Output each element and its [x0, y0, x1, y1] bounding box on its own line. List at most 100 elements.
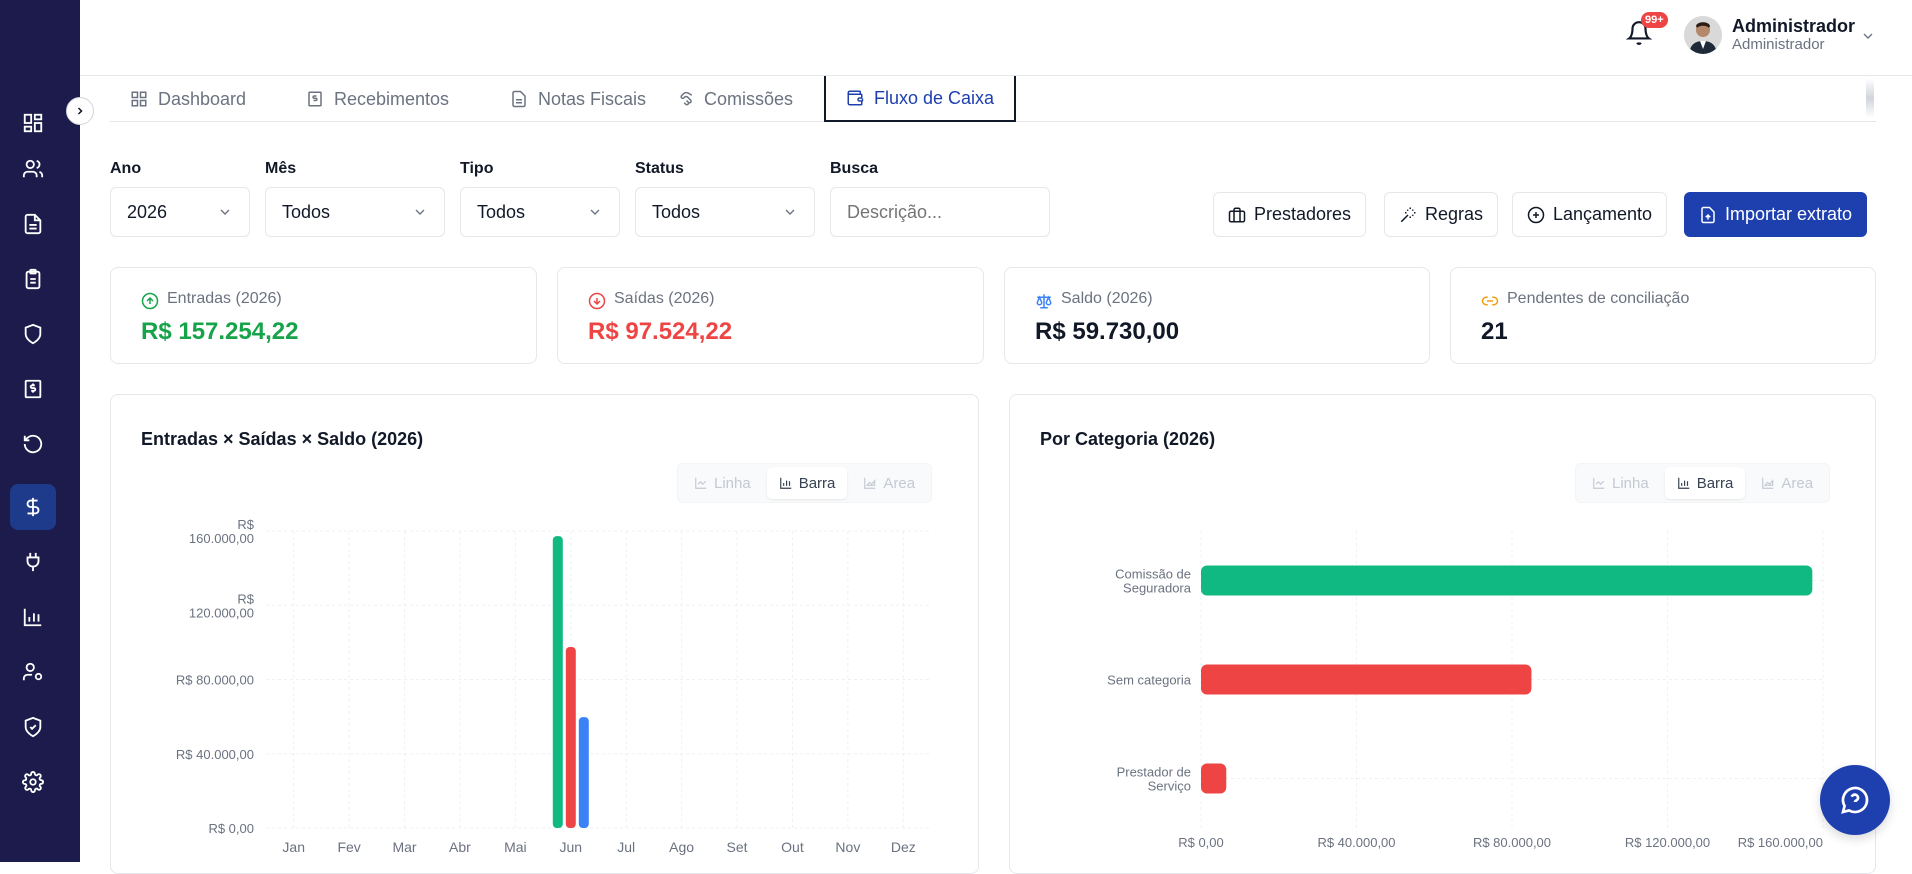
tab-label: Recebimentos — [334, 88, 450, 109]
avatar[interactable] — [1684, 16, 1722, 54]
y-tick-label: R$ 80.000,00 — [176, 673, 254, 688]
status-label: Status — [635, 160, 684, 177]
notification-bell-icon[interactable] — [1625, 20, 1653, 51]
x-tick-label: Ago — [669, 839, 694, 855]
tab-scroll-indicator[interactable] — [1866, 78, 1874, 118]
barra-label: Barra — [1696, 474, 1734, 492]
document-nav-icon[interactable] — [10, 201, 56, 247]
line-chart-icon — [1593, 477, 1605, 489]
status-value: Todos — [652, 201, 701, 222]
arrow-down-circle-icon — [588, 292, 606, 315]
plus-circle-icon — [1527, 206, 1545, 223]
entradas-label: Entradas (2026) — [167, 290, 282, 307]
tipo-label: Tipo — [460, 160, 494, 177]
chevron-down-icon — [415, 209, 425, 215]
x-tick-label: R$ 80.000,00 — [1473, 835, 1551, 850]
scale-icon — [1035, 292, 1053, 315]
plug-nav-icon[interactable] — [10, 539, 56, 585]
receipt-nav-icon[interactable] — [10, 366, 56, 412]
x-tick-label: Out — [781, 839, 804, 855]
user-name[interactable]: Administrador — [1732, 16, 1856, 36]
history-nav-icon[interactable] — [10, 421, 56, 467]
y-tick-label: R$ 0,00 — [208, 821, 254, 836]
tab-label: Notas Fiscais — [538, 88, 647, 109]
saldo-value: R$ 59.730,00 — [1035, 318, 1180, 345]
x-tick-label: Fev — [337, 839, 360, 855]
tipo-select[interactable]: Todos — [460, 187, 620, 237]
area-chart-icon — [864, 477, 876, 489]
bar — [578, 717, 589, 828]
bar — [565, 646, 576, 828]
prestadores-button[interactable]: Prestadores — [1213, 192, 1367, 237]
entradas-card: Entradas (2026) R$ 157.254,22 — [110, 267, 537, 364]
user-settings-nav-icon[interactable] — [10, 649, 56, 695]
cash-flow-nav-icon[interactable] — [10, 484, 56, 530]
pendentes-label: Pendentes de conciliação — [1507, 290, 1690, 307]
pendentes-card: Pendentes de conciliação 21 — [1450, 267, 1876, 364]
chevron-down-icon — [590, 209, 600, 215]
ano-label: Ano — [110, 160, 142, 177]
sidebar-collapse-button[interactable] — [66, 97, 94, 125]
tab-label: Comissões — [704, 88, 794, 109]
link-icon — [1481, 292, 1499, 315]
tab-notas-fiscais[interactable]: Notas Fiscais — [490, 76, 666, 122]
chat-help-icon — [1841, 786, 1869, 814]
linha-toggle[interactable]: Linha — [1580, 467, 1661, 499]
status-select[interactable]: Todos — [635, 187, 815, 237]
x-tick-label: Jan — [282, 839, 305, 855]
regras-button[interactable]: Regras — [1384, 192, 1499, 237]
chart-title: Entradas × Saídas × Saldo (2026) — [141, 429, 424, 449]
entradas-saidas-chart-panel: Entradas × Saídas × Saldo (2026) Linha B… — [110, 394, 979, 874]
bar — [1201, 664, 1532, 695]
tab-dashboard[interactable]: Dashboard — [110, 76, 266, 122]
dashboard-nav-icon[interactable] — [10, 100, 56, 146]
tab-recebimentos[interactable]: Recebimentos — [286, 76, 469, 122]
bar-chart-icon — [1677, 477, 1689, 489]
y-tick-label: Comissão de Seguradora — [1115, 567, 1192, 596]
tab-bar: Dashboard Recebimentos Notas Fiscais Com… — [110, 76, 1876, 122]
linha-label: Linha — [1612, 474, 1649, 492]
user-role: Administrador — [1732, 36, 1825, 53]
tab-label: Dashboard — [158, 88, 247, 109]
mes-value: Todos — [282, 201, 331, 222]
handshake-icon — [680, 91, 693, 106]
importar-extrato-button[interactable]: Importar extrato — [1684, 192, 1868, 237]
topbar — [80, 0, 1912, 76]
area-toggle[interactable]: Area — [851, 467, 927, 499]
shield-nav-icon[interactable] — [10, 311, 56, 357]
chart-nav-icon[interactable] — [10, 594, 56, 640]
linha-toggle[interactable]: Linha — [682, 467, 763, 499]
lancamento-button[interactable]: Lançamento — [1512, 192, 1668, 237]
y-tick-label: R$ 160.000,00 — [189, 517, 255, 546]
ano-select[interactable]: 2026 — [110, 187, 250, 237]
x-tick-label: Abr — [449, 839, 471, 855]
category-bar-chart: R$ 0,00 R$ 40.000,00 R$ 80.000,00 R$ 120.00… — [1107, 531, 1824, 850]
x-tick-label: Jul — [617, 839, 635, 855]
x-tick-label: Mai — [504, 839, 527, 855]
tipo-value: Todos — [477, 201, 526, 222]
clipboard-nav-icon[interactable] — [10, 256, 56, 302]
area-toggle[interactable]: Area — [1749, 467, 1825, 499]
chart-title: Por Categoria (2026) — [1040, 429, 1216, 449]
saidas-label: Saídas (2026) — [614, 290, 715, 307]
bar-chart-icon — [779, 477, 791, 489]
search-input[interactable] — [830, 187, 1050, 237]
chevron-down-icon[interactable] — [1860, 28, 1876, 49]
area-chart-icon — [1762, 477, 1774, 489]
saldo-label: Saldo (2026) — [1061, 290, 1153, 307]
tab-comissoes[interactable]: Comissões — [656, 76, 813, 122]
users-nav-icon[interactable] — [10, 146, 56, 192]
gear-nav-icon[interactable] — [10, 759, 56, 805]
shield-check-nav-icon[interactable] — [10, 704, 56, 750]
barra-toggle[interactable]: Barra — [1664, 467, 1746, 499]
x-tick-label: R$ 0,00 — [1178, 835, 1224, 850]
x-tick-label: R$ 120.000,00 — [1625, 835, 1710, 850]
mes-select[interactable]: Todos — [265, 187, 445, 237]
help-chat-button[interactable] — [1820, 765, 1890, 835]
barra-toggle[interactable]: Barra — [766, 467, 848, 499]
wallet-icon — [847, 90, 864, 106]
monthly-bar-chart: R$ 0,00 R$ 40.000,00 R$ 80.000,00 R$ 120.000… — [176, 517, 931, 855]
tab-fluxo-de-caixa[interactable]: Fluxo de Caixa — [824, 76, 1017, 122]
tab-label: Fluxo de Caixa — [874, 87, 995, 108]
y-tick-label: R$ 40.000,00 — [176, 747, 254, 762]
